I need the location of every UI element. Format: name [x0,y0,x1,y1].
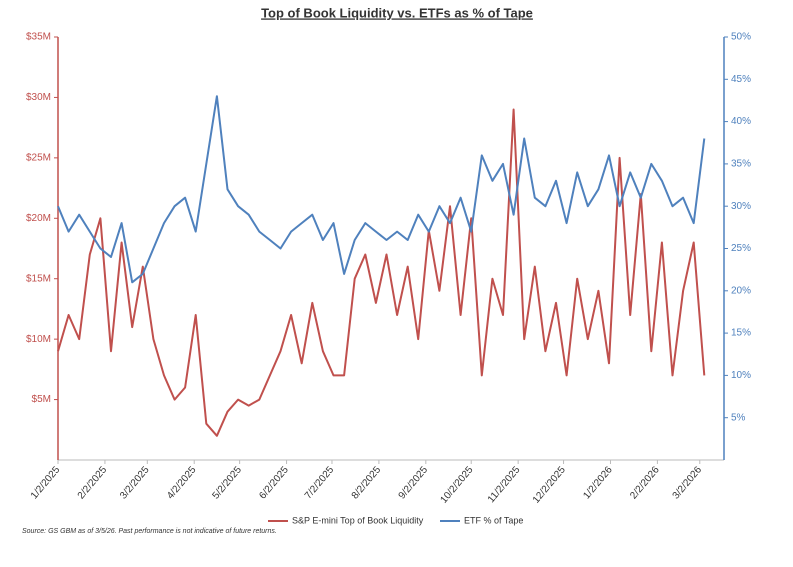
legend-label: ETF % of Tape [464,515,523,525]
x-tick-label: 3/2/2025 [118,464,152,501]
x-tick-label: 4/2/2025 [165,464,199,501]
x-tick-label: 6/2/2025 [257,464,291,501]
y-tick-label: $10M [26,334,51,345]
y2-tick-label: 30% [731,201,751,212]
x-tick-label: 12/2/2025 [531,464,568,505]
x-tick-label: 5/2/2025 [211,464,245,501]
chart-title: Top of Book Liquidity vs. ETFs as % of T… [261,5,533,20]
x-tick-label: 2/2/2026 [628,464,662,501]
x-tick-label: 1/2/2026 [581,464,615,501]
x-tick-label: 8/2/2025 [350,464,384,501]
y2-tick-label: 45% [731,74,751,85]
x-tick-label: 2/2/2025 [76,464,110,501]
x-tick-label: 7/2/2025 [303,464,337,501]
y2-tick-label: 50% [731,32,751,43]
y2-tick-label: 10% [731,370,751,381]
y-tick-label: $5M [32,394,51,405]
x-tick-label: 9/2/2025 [397,464,431,501]
y-tick-label: $15M [26,273,51,284]
y2-tick-label: 25% [731,243,751,254]
y-tick-label: $35M [26,32,51,43]
y2-tick-label: 35% [731,159,751,170]
y2-tick-label: 40% [731,116,751,127]
source-note: Source: GS GBM as of 3/5/26. Past perfor… [22,528,277,535]
y2-tick-label: 15% [731,328,751,339]
x-tick-label: 3/2/2026 [671,464,705,501]
series-line [57,95,706,284]
y-tick-label: $30M [26,92,51,103]
x-tick-label: 1/2/2025 [29,464,63,501]
x-tick-label: 10/2/2025 [439,464,476,505]
x-tick-label: 11/2/2025 [486,464,523,505]
y2-tick-label: 20% [731,285,751,296]
y2-tick-label: 5% [731,412,746,423]
legend-label: S&P E-mini Top of Book Liquidity [292,515,424,525]
y-tick-label: $20M [26,213,51,224]
y-tick-label: $25M [26,152,51,163]
series-line [57,108,706,437]
